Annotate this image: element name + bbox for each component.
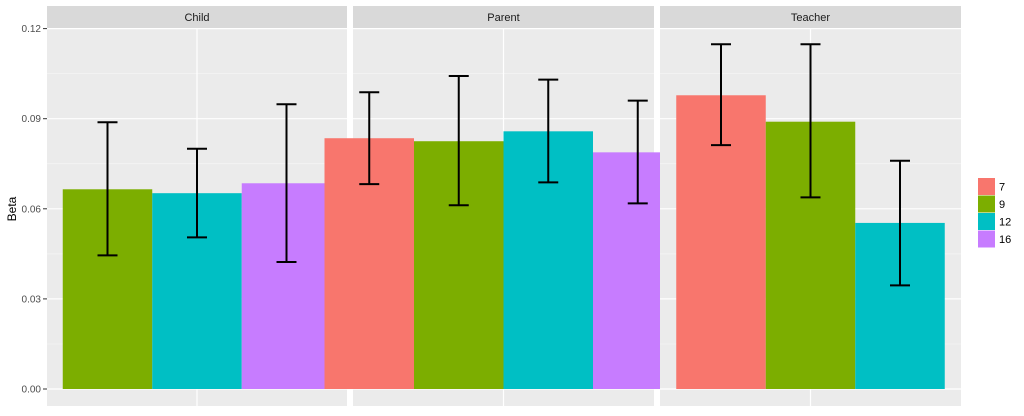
facet-panel-child: Child	[47, 6, 347, 406]
errorbar-teacher-9	[800, 43, 821, 199]
legend-label-9: 9	[999, 199, 1005, 211]
legend-key-16	[978, 230, 995, 248]
errorbar-parent-9	[448, 75, 469, 207]
y-tick-label: 0.06	[22, 204, 42, 215]
errorbar-parent-12	[538, 78, 559, 184]
legend-key-7	[978, 178, 995, 195]
facet-panel-parent: Parent	[324, 6, 683, 406]
legend-label-16: 16	[999, 234, 1011, 246]
legend-label-7: 7	[999, 182, 1005, 194]
errorbar-teacher-12	[890, 159, 910, 287]
errorbar-child-9	[97, 121, 118, 257]
facet-strip	[353, 6, 654, 28]
legend-key-12	[978, 213, 995, 230]
errorbar-parent-7	[359, 91, 380, 186]
y-tick-label: 0.00	[22, 385, 42, 396]
errorbar-teacher-7	[711, 43, 731, 147]
facet-strip	[47, 6, 347, 28]
errorbar-child-12	[187, 147, 207, 239]
y-tick-label: 0.09	[22, 114, 42, 125]
facet-panel-teacher: Teacher	[660, 6, 961, 406]
y-axis-title: Beta	[5, 196, 19, 221]
y-tick-label: 0.12	[22, 24, 42, 35]
errorbar-parent-16	[627, 99, 648, 205]
legend-key-9	[978, 195, 995, 213]
y-axis: 0.00 0.03 0.06 0.09 0.12	[22, 24, 47, 396]
y-tick-label: 0.03	[22, 294, 42, 305]
errorbar-child-16	[276, 103, 297, 263]
legend: 7 9 12 16	[978, 178, 1011, 248]
facet-panels: Child Parent Teacher	[47, 6, 961, 406]
facet-strip-label: Child	[184, 12, 209, 24]
facet-strip-label: Parent	[487, 12, 519, 24]
facet-strip-label: Teacher	[791, 12, 830, 24]
legend-label-12: 12	[999, 217, 1011, 229]
facet-strip	[660, 6, 961, 28]
